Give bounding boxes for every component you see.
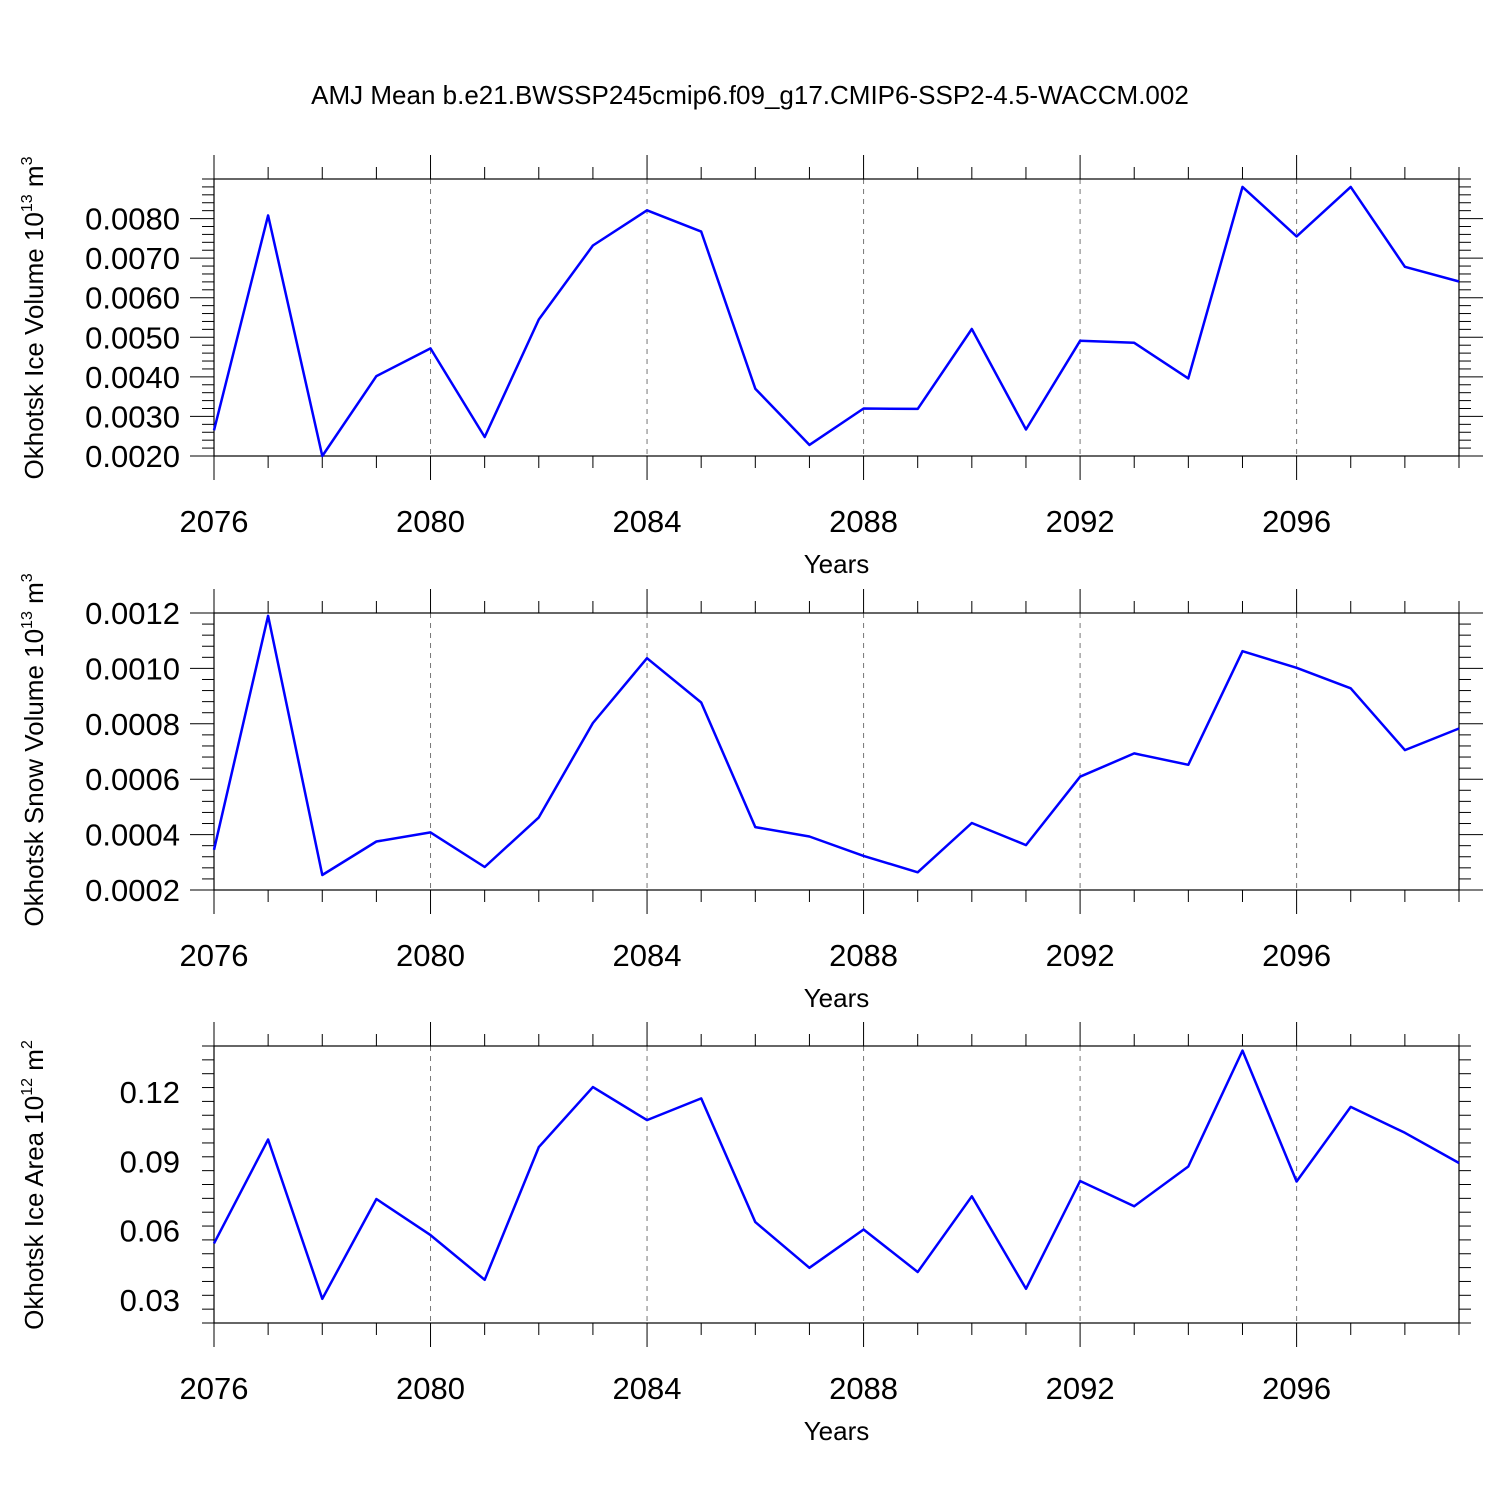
x-tick-label: 2080 [396, 504, 465, 539]
y-tick-label: 0.03 [120, 1283, 180, 1318]
x-tick-label: 2084 [613, 938, 682, 973]
x-tick-label: 2080 [396, 938, 465, 973]
y-tick-label: 0.0060 [85, 281, 180, 316]
y-axis-title: Okhotsk Snow Volume 1013 m3 [19, 573, 49, 926]
y-tick-label: 0.12 [120, 1075, 180, 1110]
plot-frame [213, 612, 1460, 891]
y-tick-label: 0.0012 [85, 596, 180, 631]
x-tick-label: 2092 [1046, 1371, 1115, 1406]
x-tick-label: 2092 [1046, 504, 1115, 539]
x-axis-title: Years [804, 983, 870, 1013]
y-tick-label: 0.09 [120, 1144, 180, 1179]
y-tick-label: 0.0004 [85, 818, 180, 853]
series-line [212, 614, 1460, 877]
y-tick-label: 0.0002 [85, 873, 180, 908]
x-axis-title: Years [804, 1416, 870, 1446]
y-axis-title: Okhotsk Ice Volume 1013 m3 [19, 156, 49, 479]
chart-panels: 0.0020 0.0030 0.0040 0.0050 0.0060 0.0070 0.00… [19, 155, 1483, 1446]
y-tick-label: 0.06 [120, 1214, 180, 1249]
chart-title: AMJ Mean b.e21.BWSSP245cmip6.f09_g17.CMI… [311, 80, 1189, 110]
y-tick-label: 0.0070 [85, 241, 180, 276]
plot-frame [213, 178, 1460, 457]
y-tick-label: 0.0050 [85, 320, 180, 355]
x-tick-label: 2088 [829, 504, 898, 539]
y-axis-title: Okhotsk Ice Area 1012 m2 [19, 1040, 49, 1330]
series-line [212, 185, 1460, 458]
x-tick-label: 2096 [1262, 1371, 1331, 1406]
x-axis-title: Years [804, 549, 870, 579]
x-tick-label: 2076 [180, 938, 249, 973]
plot-frame [213, 1045, 1460, 1324]
x-tick-label: 2084 [613, 504, 682, 539]
y-tick-label: 0.0008 [85, 707, 180, 742]
y-tick-label: 0.0030 [85, 399, 180, 434]
x-tick-label: 2096 [1262, 504, 1331, 539]
panel-snow-volume: 0.0002 0.0004 0.0006 0.0008 0.0010 0.0012 2076… [19, 573, 1483, 1013]
y-tick-label: 0.0010 [85, 651, 180, 686]
panel-ice-area: 0.03 0.06 0.09 0.12 2076 2080 2084 2088 2092 2096… [19, 1022, 1471, 1446]
x-tick-label: 2080 [396, 1371, 465, 1406]
x-tick-label: 2088 [829, 1371, 898, 1406]
x-tick-label: 2092 [1046, 938, 1115, 973]
x-tick-label: 2096 [1262, 938, 1331, 973]
y-tick-label: 0.0006 [85, 762, 180, 797]
series-line [212, 1049, 1460, 1301]
x-tick-label: 2084 [613, 1371, 682, 1406]
x-tick-label: 2088 [829, 938, 898, 973]
x-tick-label: 2076 [180, 1371, 249, 1406]
y-tick-label: 0.0040 [85, 360, 180, 395]
y-tick-label: 0.0080 [85, 202, 180, 237]
panel-ice-volume: 0.0020 0.0030 0.0040 0.0050 0.0060 0.0070 0.00… [19, 155, 1483, 579]
x-tick-label: 2076 [180, 504, 249, 539]
y-tick-label: 0.0020 [85, 439, 180, 474]
